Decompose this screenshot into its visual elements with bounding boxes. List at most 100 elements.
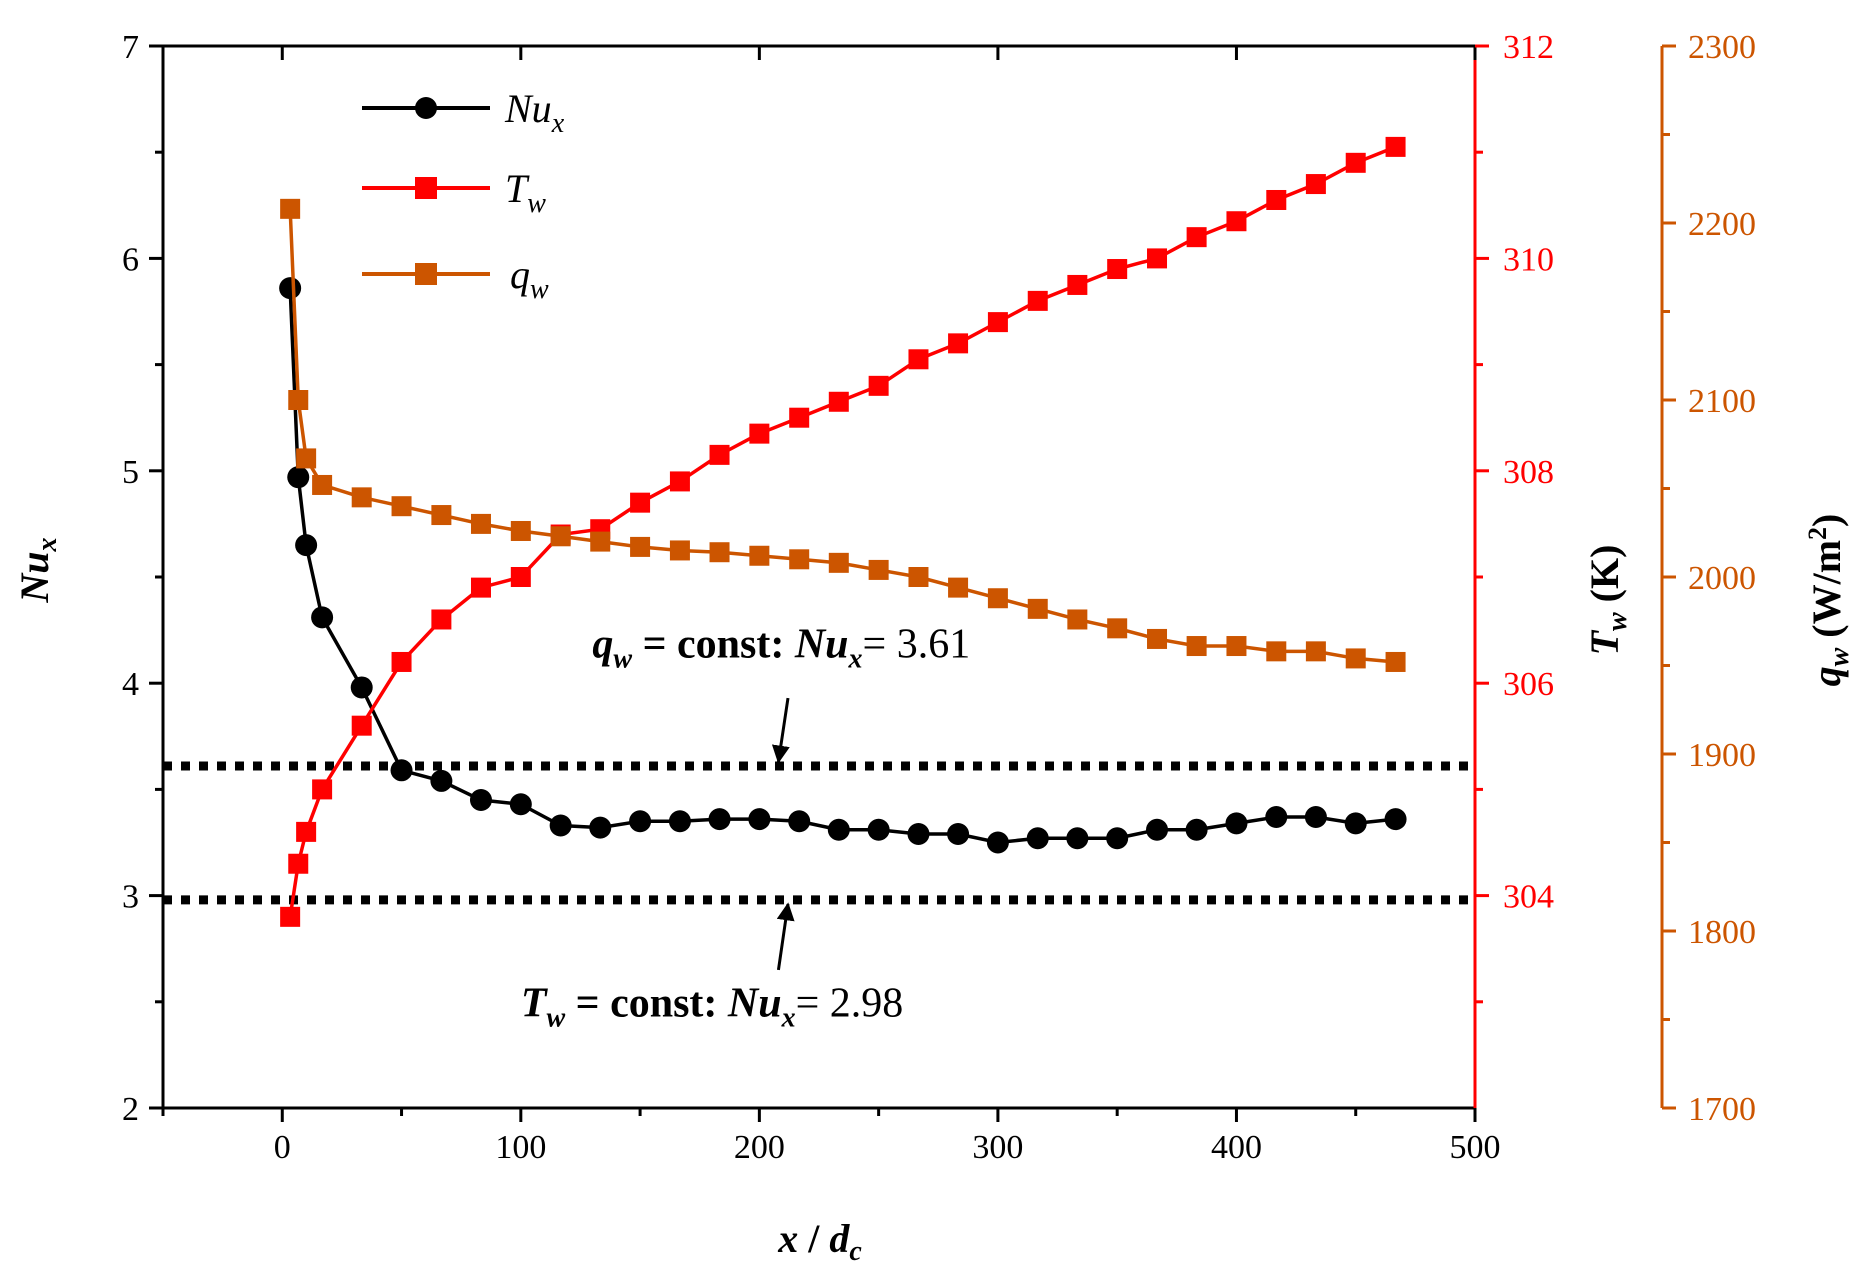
legend-label-nu: Nux	[504, 86, 565, 139]
annotation-tw-const: Tw = const: Nux= 2.98	[521, 902, 903, 1034]
data-point-qw	[1385, 651, 1406, 672]
data-point-nux	[947, 823, 970, 846]
data-point-qw	[789, 549, 810, 570]
data-point-qw	[550, 526, 571, 547]
x-tick-label: 400	[1211, 1129, 1262, 1166]
legend-label-tw: Tw	[505, 166, 546, 219]
data-point-qw	[1147, 628, 1168, 649]
data-point-nux	[1384, 808, 1407, 831]
data-point-qw	[280, 198, 301, 219]
data-point-qw	[351, 487, 372, 508]
data-point-nux	[469, 789, 492, 812]
data-point-nux	[279, 277, 302, 300]
data-point-qw	[590, 531, 611, 552]
legend-marker-qw	[415, 263, 437, 285]
legend-item-tw: Tw	[362, 166, 546, 219]
data-point-qw	[630, 536, 651, 557]
annotation-qw-text: qw = const: Nux= 3.61	[592, 622, 970, 675]
right1-y-tick-label: 308	[1503, 454, 1554, 491]
data-point-nux	[986, 831, 1009, 854]
data-point-nux	[295, 534, 318, 557]
data-point-tw	[948, 333, 969, 354]
data-point-tw	[1067, 274, 1088, 295]
data-point-qw	[987, 588, 1008, 609]
data-point-tw	[1305, 174, 1326, 195]
data-point-tw	[1027, 290, 1048, 311]
data-point-tw	[296, 821, 317, 842]
data-point-qw	[1345, 648, 1366, 669]
data-point-nux	[430, 769, 453, 792]
data-point-tw	[1385, 136, 1406, 157]
data-point-nux	[1344, 812, 1367, 835]
data-point-nux	[1225, 812, 1248, 835]
data-point-nux	[867, 818, 890, 841]
data-point-nux	[589, 816, 612, 839]
data-point-tw	[669, 471, 690, 492]
data-point-nux	[1185, 818, 1208, 841]
data-point-nux	[668, 810, 691, 833]
data-point-qw	[1107, 618, 1128, 639]
right2-y-tick-label: 1700	[1688, 1091, 1756, 1128]
series-line-tw	[288, 145, 1397, 918]
left-y-tick-label: 5	[122, 454, 139, 491]
x-tick-label: 500	[1450, 1129, 1501, 1166]
data-point-tw	[431, 609, 452, 630]
data-point-tw	[510, 567, 531, 587]
data-point-nux	[629, 810, 652, 833]
data-point-qw	[391, 496, 412, 517]
legend-item-nu: Nux	[362, 86, 565, 139]
data-point-nux	[509, 793, 532, 816]
data-point-qw	[288, 390, 309, 410]
legend: Nux Tw qw	[362, 86, 565, 305]
x-tick-label: 300	[972, 1129, 1023, 1166]
x-tick-label: 200	[734, 1129, 785, 1166]
right1-y-tick-label: 304	[1503, 879, 1554, 916]
data-point-nux	[311, 606, 334, 629]
data-point-qw	[312, 474, 333, 495]
data-point-tw	[1107, 259, 1128, 280]
data-point-tw	[470, 577, 491, 598]
data-point-qw	[1027, 598, 1048, 619]
left-y-tick-label: 7	[122, 29, 139, 66]
data-point-qw	[709, 542, 730, 563]
left-y-tick-label: 3	[122, 879, 139, 916]
data-point-nux	[1265, 806, 1288, 829]
data-point-nux	[788, 810, 811, 833]
legend-marker-nu	[415, 97, 437, 119]
data-point-qw	[1186, 636, 1207, 657]
left-y-axis-title: Nux	[12, 537, 63, 603]
right2-y-tick-label: 1900	[1688, 737, 1756, 774]
data-point-nux	[1106, 827, 1129, 850]
x-tick-label: 100	[495, 1129, 546, 1166]
axes-group: 0 100 200 300 400 500 2 3 4 5 6 7 304 306 308 310 312 170…	[122, 29, 1756, 1166]
data-point-qw	[828, 552, 849, 573]
reference-lines-group	[163, 761, 1475, 905]
data-point-nux	[350, 676, 373, 699]
series-group	[279, 136, 1407, 927]
right2-y-tick-label: 2200	[1688, 206, 1756, 243]
right2-y-tick-label: 1800	[1688, 914, 1756, 951]
right1-y-tick-label: 306	[1503, 666, 1554, 703]
data-point-tw	[391, 651, 412, 672]
data-point-tw	[1266, 189, 1287, 210]
data-point-tw	[1345, 152, 1366, 173]
data-point-qw	[749, 545, 770, 566]
data-point-nux	[748, 808, 771, 831]
data-point-qw	[431, 505, 452, 526]
annotation-qw-const: qw = const: Nux= 3.61	[592, 622, 970, 764]
x-tick-label: 0	[274, 1129, 291, 1166]
data-point-nux	[907, 823, 930, 846]
data-point-qw	[868, 559, 889, 580]
annotation-qw-arrow	[771, 697, 790, 764]
data-point-tw	[280, 906, 301, 927]
x-axis-title: x / dc	[777, 1216, 862, 1267]
data-point-tw	[908, 349, 929, 370]
right2-y-tick-label: 2000	[1688, 560, 1756, 597]
data-point-qw	[1067, 609, 1088, 630]
data-point-tw	[828, 391, 849, 412]
data-point-qw	[669, 540, 690, 561]
right2-y-tick-label: 2300	[1688, 29, 1756, 66]
data-point-nux	[1304, 806, 1327, 829]
right2-y-axis-title: qw (W/m2)	[1803, 514, 1855, 687]
data-point-qw	[296, 448, 317, 469]
